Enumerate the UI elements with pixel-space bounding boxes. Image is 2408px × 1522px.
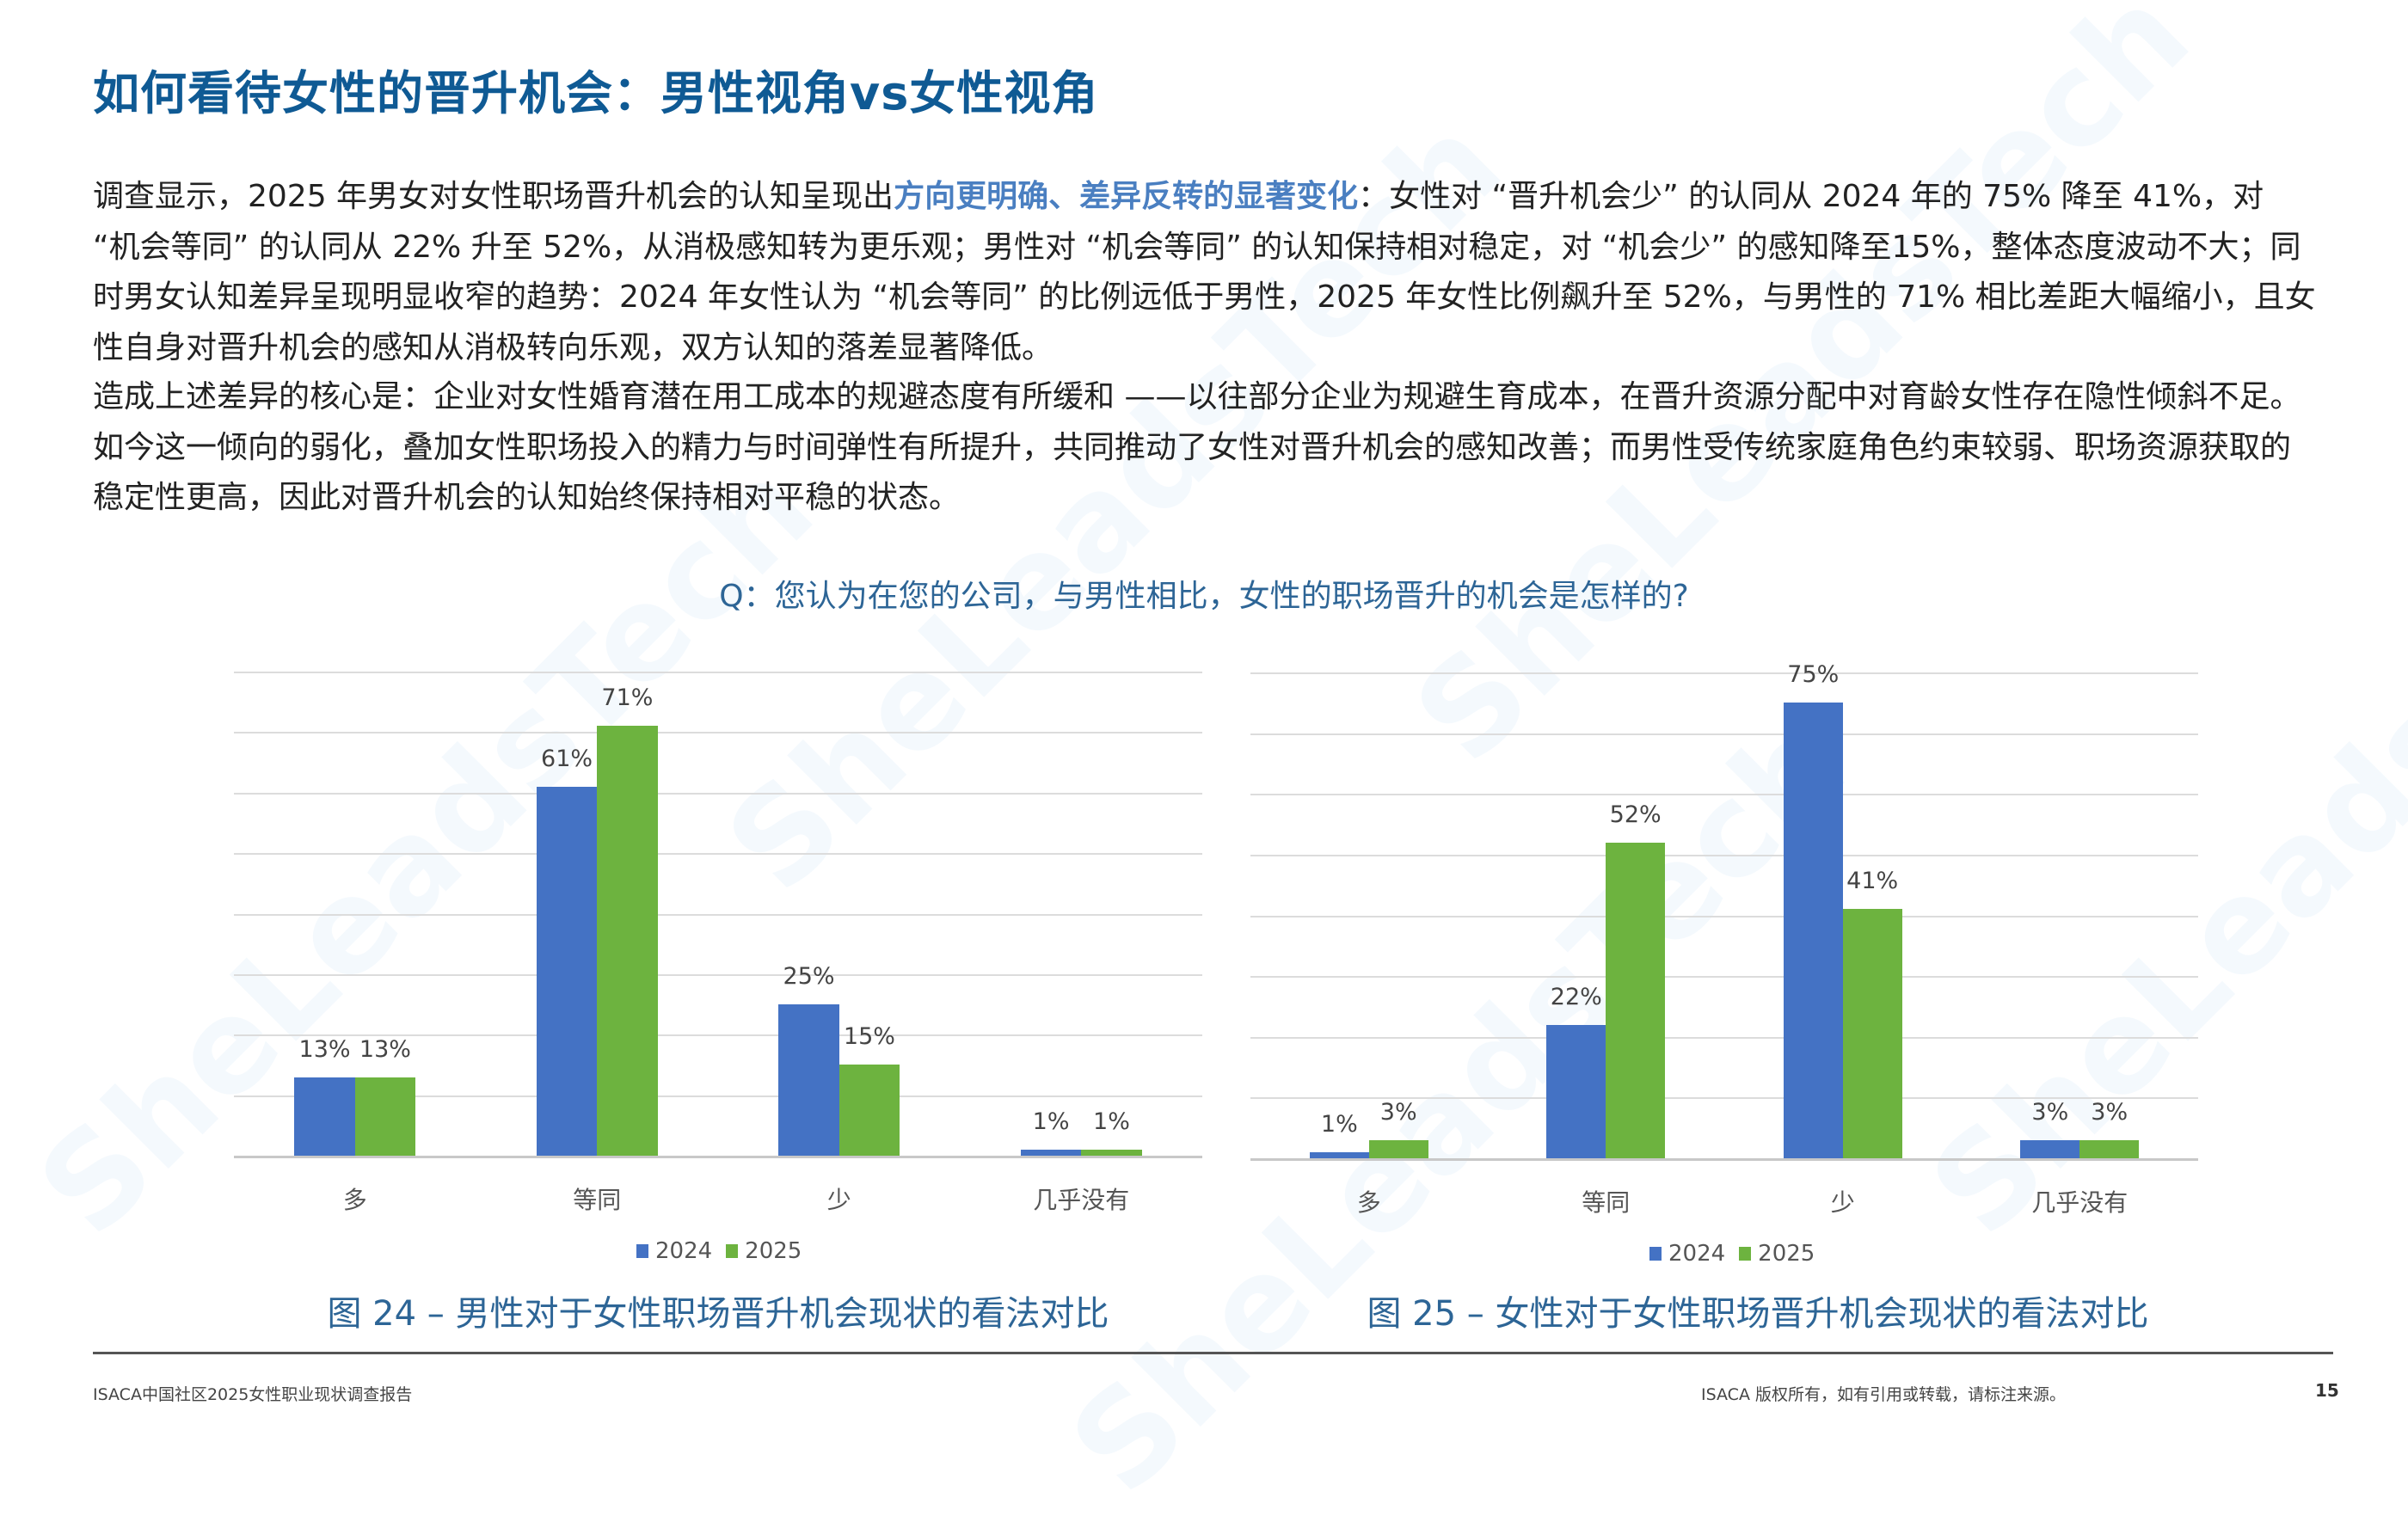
analysis-paragraph: 造成上述差异的核心是：企业对女性婚育潜在用工成本的规避态度有所缓和 ——以往部分… — [93, 379, 2301, 515]
category-label: 等同 — [573, 1186, 622, 1214]
gridline — [234, 1095, 1202, 1097]
page-title: 如何看待女性的晋升机会：男性视角vs女性视角 — [93, 66, 1099, 120]
data-label: 75% — [1787, 661, 1840, 689]
gridline — [1250, 672, 2198, 674]
category-label: 几乎没有 — [2031, 1188, 2128, 1217]
gridline — [1250, 915, 2198, 917]
chart-legend: 2024 2025 — [1649, 1241, 1815, 1267]
legend-label: 2024 — [655, 1238, 713, 1264]
footer-copyright: ISACA 版权所有，如有引用或转载，请标注来源。 — [1701, 1385, 2066, 1404]
legend-label: 2025 — [1758, 1241, 1815, 1267]
data-label: 3% — [2031, 1098, 2069, 1126]
gridline — [1250, 794, 2198, 796]
bar-2025 — [1081, 1149, 1142, 1156]
paragraph-text: ：女性对 “晋升机会少” 的认同从 2024 年的 75% 降至 41%，对 “… — [93, 179, 2316, 365]
category-label: 多 — [1356, 1188, 1381, 1217]
paragraph-text: 调查显示，2025 年男女对女性职场晋升机会的认知呈现出 — [93, 179, 894, 214]
category-label: 几乎没有 — [1033, 1186, 1130, 1214]
data-label: 61% — [541, 745, 593, 772]
legend-swatch-2024 — [636, 1244, 648, 1258]
gridline — [234, 973, 1202, 976]
footer-report-name: ISACA中国社区2025女性职业现状调查报告 — [93, 1385, 413, 1404]
gridline — [234, 853, 1202, 856]
legend-swatch-2025 — [1739, 1247, 1752, 1261]
bar-2025 — [1842, 909, 1902, 1158]
chart-legend: 2024 2025 — [636, 1238, 802, 1264]
highlighted-text: 方向更明确、差异反转的显著变化 — [894, 179, 1359, 214]
legend-label: 2025 — [745, 1238, 802, 1264]
gridline — [234, 792, 1202, 795]
data-label: 22% — [1550, 983, 1602, 1010]
bar-2024 — [778, 1004, 839, 1156]
summary-paragraph: 调查显示，2025 年男女对女性职场晋升机会的认知呈现出方向更明确、差异反转的显… — [93, 172, 2320, 373]
survey-question: Q：您认为在您的公司，与男性相比，女性的职场晋升的机会是怎样的? — [719, 579, 1689, 614]
data-label: 15% — [843, 1023, 895, 1051]
bar-2024 — [1020, 1149, 1082, 1156]
gridline — [234, 913, 1202, 916]
category-label: 少 — [826, 1186, 851, 1214]
chart-women-view: 1% 3% 多 22% 52% 等同 75% 41% 少 3% 3% 几乎没有 — [1250, 661, 2198, 1217]
x-axis-line — [234, 1156, 1202, 1158]
bar-2024 — [1309, 1151, 1369, 1158]
gridline — [1250, 976, 2198, 979]
data-label: 13% — [359, 1035, 411, 1063]
gridline — [234, 1034, 1202, 1037]
gridline — [234, 672, 1202, 673]
data-label: 41% — [1846, 868, 1899, 895]
bar-2024 — [1783, 703, 1843, 1158]
page-number: 15 — [2315, 1380, 2339, 1401]
category-label: 少 — [1830, 1188, 1855, 1217]
gridline — [1250, 1097, 2198, 1100]
figure-caption-25: 图 25 – 女性对于女性职场晋升机会现状的看法对比 — [1367, 1294, 2149, 1334]
bar-2025 — [597, 726, 658, 1156]
gridline — [1250, 854, 2198, 856]
legend-label: 2024 — [1668, 1241, 1726, 1267]
data-label: 25% — [783, 963, 835, 991]
bar-2025 — [838, 1065, 900, 1156]
bar-2025 — [2079, 1139, 2140, 1158]
gridline — [234, 732, 1202, 734]
bar-2025 — [1606, 842, 1666, 1158]
data-label: 13% — [298, 1035, 351, 1063]
bar-2025 — [354, 1077, 416, 1156]
bar-2025 — [1368, 1139, 1428, 1158]
chart-men-view: 13% 13% 多 61% 71% 等同 25% 15% 少 1% 1% 几乎没有 — [234, 672, 1202, 1214]
legend-swatch-2025 — [726, 1244, 739, 1258]
bar-2024 — [2020, 1139, 2080, 1158]
bar-2024 — [294, 1077, 355, 1156]
legend-swatch-2024 — [1649, 1247, 1662, 1261]
data-label: 71% — [601, 684, 654, 712]
data-label: 1% — [1320, 1110, 1358, 1138]
figure-caption-24: 图 24 – 男性对于女性职场晋升机会现状的看法对比 — [327, 1294, 1109, 1334]
x-axis-line — [1250, 1158, 2198, 1161]
data-label: 1% — [1093, 1108, 1130, 1135]
bar-2024 — [536, 786, 598, 1156]
category-label: 多 — [342, 1186, 367, 1214]
bar-2024 — [1546, 1024, 1606, 1158]
data-label: 3% — [1379, 1098, 1417, 1126]
category-label: 等同 — [1582, 1188, 1631, 1217]
data-label: 1% — [1032, 1108, 1070, 1135]
data-label: 52% — [1609, 801, 1662, 828]
gridline — [1250, 733, 2198, 735]
footer-divider — [93, 1352, 2333, 1354]
data-label: 3% — [2091, 1098, 2128, 1126]
gridline — [1250, 1036, 2198, 1039]
